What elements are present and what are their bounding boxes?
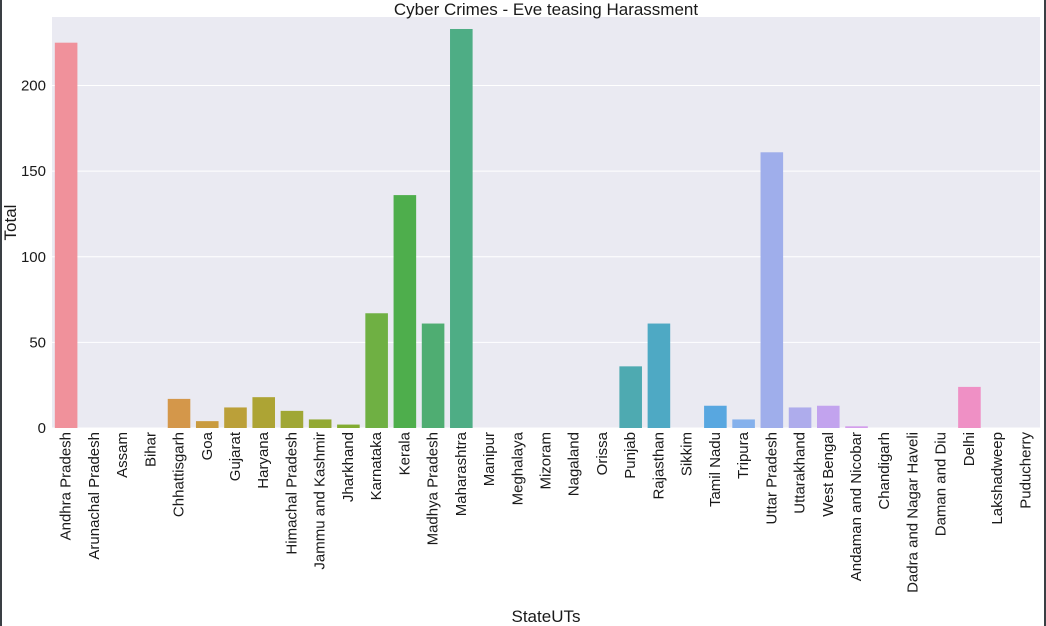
x-tick-label: Puducherry [1017, 432, 1034, 509]
plot-background [52, 17, 1040, 428]
bars-group [54, 28, 981, 429]
bar-jammu-and-kashmir [308, 419, 332, 428]
x-tick-label: Daman and Diu [933, 432, 950, 536]
x-tick-label: Assam [114, 432, 131, 478]
x-tick-label: Uttar Pradesh [763, 432, 780, 525]
bar-punjab [619, 366, 642, 428]
y-tick-label: 100 [21, 249, 46, 266]
x-tick-label: Tamil Nadu [707, 432, 724, 507]
x-tick-label: Haryana [255, 431, 272, 488]
bar-himachal-pradesh [280, 410, 304, 428]
bar-goa [195, 421, 219, 428]
window-left-border [0, 0, 2, 626]
x-tick-label: Manipur [481, 432, 498, 486]
x-tick-labels: Andhra Pradesh Arunachal Pradesh Assam Biha… [58, 431, 1035, 593]
x-axis-label: StateUTs [512, 607, 581, 626]
bar-gujarat [224, 407, 247, 428]
bar-rajasthan [647, 323, 671, 428]
x-tick-label: Dadra and Nagar Haveli [904, 432, 921, 593]
x-tick-label: Arunachal Pradesh [86, 432, 103, 560]
x-tick-label: Delhi [961, 432, 978, 466]
x-tick-label: Chandigarh [876, 432, 893, 510]
y-tick-label: 0 [38, 420, 46, 437]
bar-madhya-pradesh [421, 323, 445, 428]
x-tick-label: Jammu and Kashmir [312, 432, 329, 570]
bar-uttar-pradesh [760, 152, 784, 428]
bar-jharkhand [337, 424, 360, 428]
x-tick-label: Uttarakhand [792, 432, 809, 514]
x-tick-label: Chhattisgarh [171, 432, 188, 517]
bar-haryana [252, 397, 276, 428]
y-tick-label: 50 [29, 334, 46, 351]
chart-title: Cyber Crimes - Eve teasing Harassment [394, 0, 698, 19]
x-tick-label: West Bengal [820, 432, 837, 517]
bar-andaman-and-nicobar [845, 426, 868, 428]
x-tick-label: Maharashtra [453, 431, 470, 516]
bar-west-bengal [816, 405, 840, 428]
bar-maharashtra [450, 28, 473, 429]
y-tick-labels: 0 50 100 150 200 [21, 78, 46, 438]
x-tick-label: Madhya Pradesh [425, 432, 442, 545]
x-tick-label: Tripura [735, 431, 752, 479]
x-tick-label: Orissa [594, 431, 611, 475]
bar-andhra-pradesh [54, 42, 78, 428]
bar-kerala [393, 195, 417, 428]
x-tick-label: Jharkhand [340, 432, 357, 502]
bar-tripura [732, 419, 755, 428]
x-tick-label: Goa [199, 431, 216, 460]
x-tick-label: Gujarat [227, 431, 244, 481]
x-tick-label: Andaman and Nicobar [848, 432, 865, 581]
x-tick-label: Lakshadweep [989, 432, 1006, 525]
x-tick-label: Kerala [396, 431, 413, 475]
x-tick-label: Punjab [622, 432, 639, 479]
window-right-border [1044, 0, 1046, 626]
bar-delhi [958, 386, 981, 428]
x-tick-label: Bihar [142, 432, 159, 467]
y-tick-label: 150 [21, 163, 46, 180]
x-tick-label: Andhra Pradesh [58, 432, 75, 540]
x-tick-label: Karnataka [368, 431, 385, 500]
bar-tamil-nadu [704, 405, 727, 428]
y-axis-label: Total [1, 205, 20, 241]
bar-chhattisgarh [167, 398, 191, 428]
y-tick-label: 200 [21, 78, 46, 95]
x-tick-label: Sikkim [679, 432, 696, 476]
x-tick-label: Nagaland [566, 432, 583, 496]
x-tick-label: Meghalaya [509, 431, 526, 505]
x-tick-label: Himachal Pradesh [283, 432, 300, 555]
x-tick-label: Mizoram [538, 432, 555, 490]
bar-karnataka [365, 313, 388, 428]
x-tick-label: Rajasthan [650, 432, 667, 500]
bar-uttarakhand [788, 407, 812, 428]
